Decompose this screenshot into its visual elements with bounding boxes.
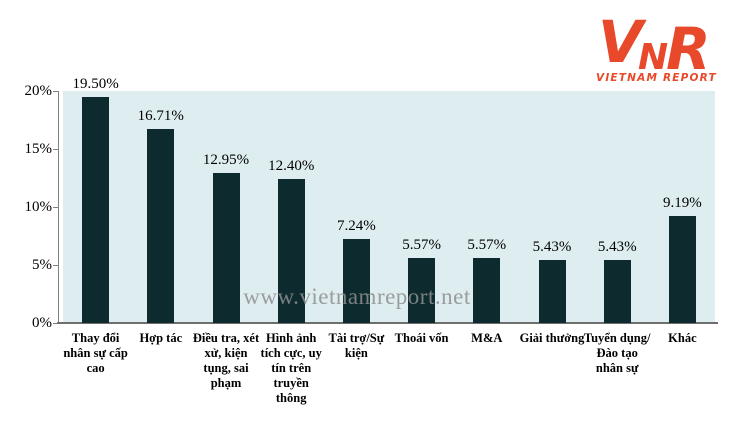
y-axis-tick-mark <box>53 207 58 208</box>
bar-value-label: 16.71% <box>137 108 184 124</box>
category-label: Thay đổi nhân sự cấp cao <box>63 331 128 375</box>
y-axis-tick-mark <box>53 265 58 266</box>
category-label: Khác <box>668 331 697 345</box>
bar <box>212 173 240 323</box>
bar <box>668 216 696 323</box>
y-axis-line <box>58 91 59 324</box>
bar-value-label: 12.95% <box>202 152 250 168</box>
bar-value-label: 5.43% <box>597 239 637 255</box>
y-axis-tick-label: 10% <box>24 199 53 215</box>
category-label: Tuyển dụng/Đào tạo nhân sự <box>583 331 651 375</box>
x-axis-line <box>57 322 718 324</box>
bar-value-label: 5.43% <box>532 239 572 255</box>
bar-value-label: 19.50% <box>72 76 119 92</box>
bar-value-label: 9.19% <box>663 195 702 211</box>
y-axis-tick-mark <box>53 323 58 324</box>
category-label: Hợp tác <box>139 331 183 345</box>
y-axis-tick-label: 15% <box>24 141 53 157</box>
y-axis-tick-mark <box>53 91 58 92</box>
logo-caption: VIETNAM REPORT <box>596 72 717 84</box>
bar-value-label: 7.24% <box>337 218 376 234</box>
logo-letter-r: R <box>666 15 711 83</box>
y-axis-tick-mark <box>53 149 58 150</box>
bar-value-label: 5.57% <box>402 237 441 253</box>
bar <box>82 97 110 323</box>
bar <box>473 258 501 323</box>
vietnam-report-logo: V N R VIETNAM REPORT <box>592 6 738 84</box>
vnr-logo-graphic: V N R VIETNAM REPORT <box>596 8 717 84</box>
y-axis-tick-label: 20% <box>24 83 53 99</box>
bar <box>538 260 566 323</box>
bar <box>603 260 631 323</box>
bar-value-label: 12.40% <box>268 158 315 174</box>
logo-letter-v: V <box>598 8 647 76</box>
bar <box>342 239 370 323</box>
logo-letter-n: N <box>638 37 668 78</box>
bar <box>147 129 175 323</box>
category-label: Tài trợ/Sự kiện <box>328 331 385 360</box>
bar <box>408 258 436 323</box>
y-axis-tick-label: 0% <box>32 315 52 331</box>
bar-value-label: 5.57% <box>467 237 507 253</box>
bar <box>277 179 305 323</box>
category-label: Giải thưởng <box>519 331 585 345</box>
y-axis-tick-label: 5% <box>32 257 52 273</box>
category-label: M&A <box>471 331 503 345</box>
category-label: Điều tra, xét xử, kiện tụng, sai phạm <box>192 331 260 390</box>
category-label: Hình ảnh tích cực, uy tín trên truyền th… <box>260 331 322 405</box>
category-label: Thoái vốn <box>394 331 449 345</box>
